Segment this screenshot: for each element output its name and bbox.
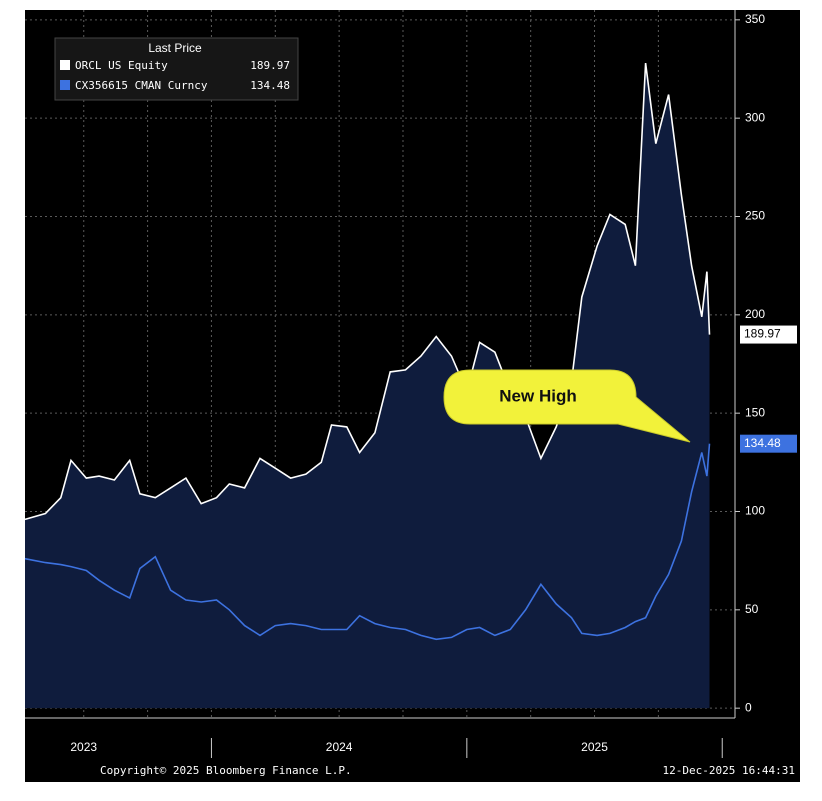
copyright: Copyright© 2025 Bloomberg Finance L.P. bbox=[100, 764, 352, 777]
callout: New High bbox=[443, 369, 691, 443]
legend-title: Last Price bbox=[148, 41, 202, 55]
x-tick-label: 2023 bbox=[70, 740, 97, 754]
legend-label: CX356615 CMAN Curncy bbox=[75, 79, 208, 92]
y-tick-label: 0 bbox=[745, 700, 752, 714]
y-tick-label: 50 bbox=[745, 602, 759, 616]
line bbox=[24, 62, 711, 521]
y-tick-label: 250 bbox=[745, 209, 765, 223]
timestamp: 12-Dec-2025 16:44:31 bbox=[663, 764, 795, 777]
legend-label: ORCL US Equity bbox=[75, 59, 168, 72]
line bbox=[24, 443, 711, 641]
value-tag bbox=[740, 434, 797, 453]
value-tag-label: 134.48 bbox=[744, 436, 781, 450]
value-tag bbox=[740, 325, 797, 344]
x-tick-label: 2024 bbox=[326, 740, 353, 754]
y-tick-label: 300 bbox=[745, 110, 765, 124]
area bbox=[25, 63, 710, 709]
legend-value: 134.48 bbox=[250, 79, 290, 92]
x-tick-label: 2025 bbox=[581, 740, 608, 754]
y-tick-label: 100 bbox=[745, 504, 765, 518]
legend-value: 189.97 bbox=[250, 59, 290, 72]
legend-swatch bbox=[60, 60, 70, 70]
legend-swatch bbox=[60, 80, 70, 90]
legend: Last Price ORCL US Equity 189.97 CX35661… bbox=[54, 37, 299, 101]
callout-bubble bbox=[443, 369, 691, 443]
callout-text: New High bbox=[499, 386, 576, 405]
plot-area bbox=[24, 10, 735, 718]
legend-box bbox=[54, 37, 299, 101]
value-tag-label: 189.97 bbox=[744, 327, 781, 341]
y-tick-label: 150 bbox=[745, 405, 765, 419]
y-tick-label: 350 bbox=[745, 12, 765, 26]
y-tick-label: 200 bbox=[745, 307, 765, 321]
